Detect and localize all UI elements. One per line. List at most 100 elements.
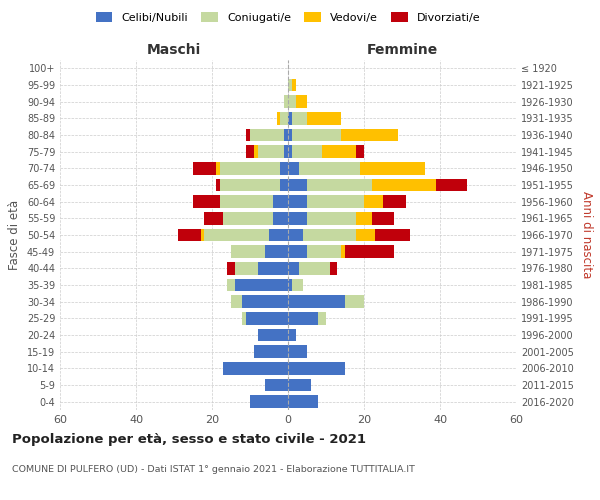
Bar [288, 112, 292, 124]
Bar [288, 79, 292, 92]
Bar [288, 96, 296, 108]
Bar [292, 146, 322, 158]
Bar [231, 296, 242, 308]
Legend: Celibi/Nubili, Coniugati/e, Vedovi/e, Divorziati/e: Celibi/Nubili, Coniugati/e, Vedovi/e, Di… [91, 8, 485, 28]
Bar [371, 212, 394, 224]
Bar [322, 146, 356, 158]
Bar [360, 162, 425, 174]
Text: Popolazione per età, sesso e stato civile - 2021: Popolazione per età, sesso e stato civil… [12, 432, 366, 446]
Bar [288, 329, 296, 341]
Bar [223, 212, 273, 224]
Bar [288, 346, 307, 358]
Bar [284, 129, 288, 141]
Bar [292, 79, 296, 92]
Bar [341, 246, 345, 258]
Bar [288, 362, 345, 374]
Bar [200, 229, 205, 241]
Bar [307, 112, 341, 124]
Bar [284, 146, 288, 158]
Bar [303, 229, 356, 241]
Bar [345, 246, 394, 258]
Bar [246, 312, 288, 324]
Bar [288, 179, 307, 192]
Bar [220, 179, 280, 192]
Bar [307, 196, 364, 208]
Bar [235, 279, 288, 291]
Bar [364, 196, 383, 208]
Bar [231, 246, 265, 258]
Bar [216, 162, 220, 174]
Bar [257, 146, 284, 158]
Bar [288, 146, 292, 158]
Bar [288, 379, 311, 391]
Bar [277, 112, 280, 124]
Bar [220, 162, 280, 174]
Y-axis label: Fasce di età: Fasce di età [8, 200, 21, 270]
Bar [242, 296, 288, 308]
Bar [235, 262, 257, 274]
Bar [288, 246, 307, 258]
Bar [371, 179, 436, 192]
Bar [299, 262, 330, 274]
Bar [257, 329, 288, 341]
Bar [265, 246, 288, 258]
Bar [288, 162, 299, 174]
Bar [292, 112, 307, 124]
Bar [288, 279, 292, 291]
Bar [288, 262, 299, 274]
Bar [254, 146, 257, 158]
Bar [296, 96, 307, 108]
Text: Maschi: Maschi [147, 42, 201, 56]
Bar [383, 196, 406, 208]
Bar [227, 262, 235, 274]
Bar [193, 196, 220, 208]
Bar [436, 179, 467, 192]
Bar [330, 262, 337, 274]
Bar [341, 129, 398, 141]
Bar [205, 229, 269, 241]
Bar [242, 312, 246, 324]
Bar [280, 179, 288, 192]
Bar [307, 212, 356, 224]
Bar [288, 296, 345, 308]
Y-axis label: Anni di nascita: Anni di nascita [580, 192, 593, 278]
Bar [227, 279, 235, 291]
Bar [216, 179, 220, 192]
Bar [356, 212, 371, 224]
Bar [307, 179, 371, 192]
Bar [299, 162, 360, 174]
Bar [193, 162, 216, 174]
Bar [223, 362, 288, 374]
Bar [307, 246, 341, 258]
Text: COMUNE DI PULFERO (UD) - Dati ISTAT 1° gennaio 2021 - Elaborazione TUTTITALIA.IT: COMUNE DI PULFERO (UD) - Dati ISTAT 1° g… [12, 466, 415, 474]
Bar [257, 262, 288, 274]
Bar [246, 129, 250, 141]
Bar [265, 379, 288, 391]
Bar [288, 212, 307, 224]
Bar [288, 229, 303, 241]
Bar [220, 196, 273, 208]
Bar [205, 212, 223, 224]
Bar [288, 312, 319, 324]
Bar [345, 296, 364, 308]
Bar [254, 346, 288, 358]
Bar [356, 146, 364, 158]
Bar [288, 129, 292, 141]
Bar [280, 162, 288, 174]
Bar [292, 279, 303, 291]
Bar [273, 196, 288, 208]
Bar [292, 129, 341, 141]
Bar [246, 146, 254, 158]
Bar [250, 129, 284, 141]
Bar [288, 396, 319, 408]
Bar [280, 112, 288, 124]
Bar [269, 229, 288, 241]
Text: Femmine: Femmine [367, 42, 437, 56]
Bar [376, 229, 410, 241]
Bar [284, 96, 288, 108]
Bar [356, 229, 376, 241]
Bar [319, 312, 326, 324]
Bar [288, 196, 307, 208]
Bar [250, 396, 288, 408]
Bar [273, 212, 288, 224]
